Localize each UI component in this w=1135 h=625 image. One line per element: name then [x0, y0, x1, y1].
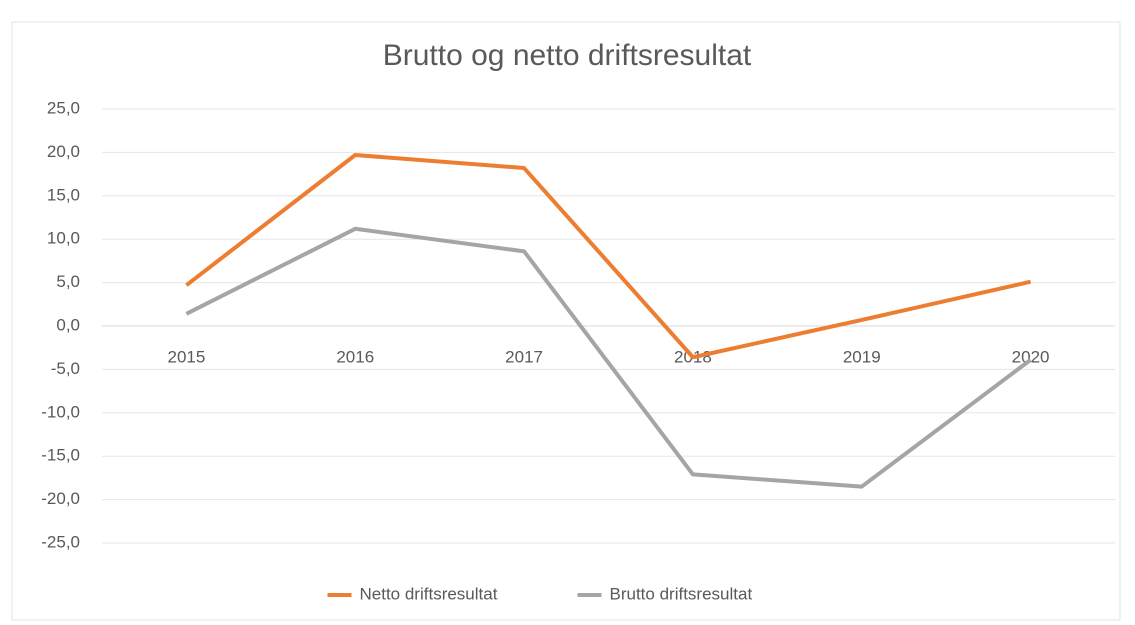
x-tick-label: 2017 [505, 347, 543, 366]
y-tick-label: -15,0 [41, 446, 80, 465]
y-tick-label: -20,0 [41, 489, 80, 508]
chart-title: Brutto og netto driftsresultat [383, 39, 752, 72]
y-tick-label: -10,0 [41, 402, 80, 421]
x-tick-label: 2020 [1012, 347, 1050, 366]
chart-frame [11, 21, 1121, 621]
y-tick-label: 15,0 [47, 185, 80, 204]
x-tick-label: 2015 [168, 347, 206, 366]
y-tick-label: 5,0 [56, 272, 80, 291]
y-tick-label: 10,0 [47, 229, 80, 248]
y-tick-label: 25,0 [47, 98, 80, 117]
y-tick-label: -25,0 [41, 532, 80, 551]
y-tick-label: 0,0 [56, 315, 80, 334]
series-line [185, 226, 1032, 489]
x-tick-label: 2019 [843, 347, 881, 366]
y-tick-label: 20,0 [47, 142, 80, 161]
legend-label: Netto driftsresultat [360, 584, 498, 603]
legend-label: Brutto driftsresultat [610, 584, 753, 603]
x-tick-label: 2016 [336, 347, 374, 366]
series-line [185, 153, 1032, 360]
y-tick-label: -5,0 [51, 359, 80, 378]
